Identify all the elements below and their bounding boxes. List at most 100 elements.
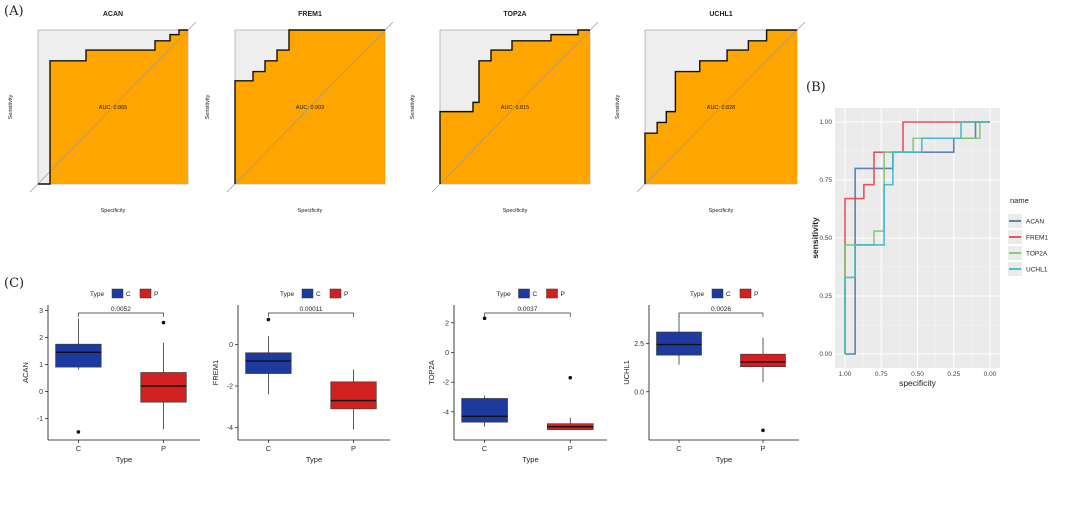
combined-xtick-2: 0.50 <box>911 371 924 378</box>
combined-ytick-2: 0.50 <box>819 235 832 242</box>
box-top2a-ylabel: TOP2A <box>427 360 436 384</box>
box-acan-legend-swatch-c <box>111 288 124 299</box>
roc-uchl1-xlabel: Specificity <box>709 208 734 214</box>
roc-acan-roc-line <box>38 29 188 185</box>
roc-frem1-diagonal <box>226 21 394 193</box>
box-uchl1-c-box <box>656 331 702 356</box>
box-uchl1-legend-swatch-c <box>711 288 724 299</box>
box-frem1-legend-label-c: C <box>316 291 321 298</box>
box-frem1-legend-title: Type <box>280 291 294 298</box>
box-frem1-c-box <box>245 352 292 374</box>
roc-acan-auc-label: AUC: 0.865 <box>99 105 127 111</box>
box-top2a-ytick-2: 0 <box>445 350 449 357</box>
box-acan-ytick-2: 1 <box>39 362 43 369</box>
roc-frem1-title: FREM1 <box>298 11 322 18</box>
box-top2a-p-bracket <box>484 312 571 317</box>
box-acan-p-bracket <box>78 312 164 317</box>
roc-frem1-auc-label: AUC: 0.903 <box>296 105 324 111</box>
box-top2a-xlabel: Type <box>522 455 538 464</box>
box-top2a-xtick-c: C <box>482 444 488 453</box>
combined-xlabel: specificity <box>899 378 937 388</box>
combined-xtick-0: 1.00 <box>839 371 852 378</box>
roc-frem1-xlabel: Specificity <box>298 208 323 214</box>
combined-legend-label-acan: ACAN <box>1026 219 1044 226</box>
roc-frem1-ylabel: Sensitivity <box>205 94 211 119</box>
roc-uchl1-auc-label: AUC: 0.828 <box>707 105 735 111</box>
box-acan-ytick-1: 0 <box>39 389 43 396</box>
box-uchl1-xlabel: Type <box>716 455 732 464</box>
roc-uchl1-title: UCHL1 <box>709 11 732 18</box>
box-acan-ylabel: ACAN <box>21 362 30 383</box>
box-acan-c-outlier-0 <box>76 430 81 434</box>
combined-ytick-1: 0.25 <box>819 293 832 300</box>
box-uchl1-p-box <box>740 353 786 368</box>
box-top2a-p-outlier-0 <box>568 375 573 380</box>
box-top2a-p-value: 0.0037 <box>517 306 537 313</box>
box-acan-xtick-p: P <box>161 444 166 453</box>
panel-label-b: (B) <box>806 80 826 95</box>
box-top2a-ytick-0: -4 <box>443 409 449 416</box>
box-acan-p-value: 0.0052 <box>111 306 131 313</box>
box-uchl1-legend-swatch-p <box>739 288 752 299</box>
combined-ytick-4: 1.00 <box>819 119 832 126</box>
combined-roc-line-uchl1 <box>844 121 990 354</box>
box-acan-ytick-4: 3 <box>39 308 43 315</box>
roc-top2a-title: TOP2A <box>503 11 526 18</box>
combined-ytick-3: 0.75 <box>819 177 832 184</box>
roc-uchl1-ylabel: Sensitivity <box>615 94 621 119</box>
box-acan-legend-label-p: P <box>154 291 158 298</box>
box-uchl1-ytick-0: 0.0 <box>634 389 644 396</box>
box-top2a-legend-label-c: C <box>533 291 538 298</box>
box-frem1-legend-swatch-c <box>301 288 314 299</box>
panel-label-a: (A) <box>4 4 24 19</box>
roc-acan-diagonal <box>29 21 197 193</box>
roc-uchl1-roc-line <box>644 29 797 184</box>
box-top2a-legend-title: Type <box>497 291 511 298</box>
box-frem1-ylabel: FREM1 <box>211 360 220 385</box>
box-frem1-p-value: 0.00011 <box>299 306 322 313</box>
combined-legend-label-top2a: TOP2A <box>1026 251 1048 258</box>
box-acan-c-box <box>55 343 102 368</box>
box-frem1-ytick-1: -2 <box>227 384 233 391</box>
box-frem1-ytick-2: 0 <box>229 342 233 349</box>
roc-acan-ylabel: Sensitivity <box>8 94 14 119</box>
roc-uchl1-diagonal <box>636 21 806 193</box>
box-uchl1-ylabel: UCHL1 <box>622 360 631 385</box>
roc-top2a-diagonal <box>431 21 599 193</box>
box-acan-p-box <box>140 372 187 403</box>
box-acan-xlabel: Type <box>116 455 132 464</box>
box-uchl1-ytick-1: 2.5 <box>634 341 644 348</box>
box-frem1-xtick-c: C <box>266 444 272 453</box>
box-top2a-legend-swatch-p <box>546 288 558 299</box>
box-uchl1-xtick-c: C <box>676 444 682 453</box>
roc-top2a-xlabel: Specificity <box>503 208 528 214</box>
roc-acan-title: ACAN <box>103 11 123 18</box>
roc-acan-xlabel: Specificity <box>101 208 126 214</box>
box-top2a-legend-label-p: P <box>561 291 565 298</box>
box-top2a-xtick-p: P <box>568 444 573 453</box>
box-acan-legend-swatch-p <box>139 288 152 299</box>
box-acan-legend-title: Type <box>90 291 104 298</box>
combined-xtick-3: 0.25 <box>947 371 960 378</box>
box-frem1-legend-swatch-p <box>329 288 342 299</box>
box-uchl1-legend-label-c: C <box>726 291 731 298</box>
box-frem1-xtick-p: P <box>351 444 356 453</box>
box-uchl1-xtick-p: P <box>760 444 765 453</box>
box-frem1-c-outlier-0 <box>266 317 271 322</box>
box-acan-xtick-c: C <box>76 444 82 453</box>
box-top2a-c-outlier-0 <box>482 316 487 321</box>
combined-xtick-4: 0.00 <box>984 371 997 378</box>
box-top2a-ytick-3: 2 <box>445 320 449 327</box>
combined-ytick-0: 0.00 <box>819 351 832 358</box>
combined-roc-line-frem1 <box>844 121 990 354</box>
box-top2a-ytick-1: -2 <box>443 380 449 387</box>
roc-frem1-roc-line <box>234 29 385 184</box>
box-acan-ytick-3: 2 <box>39 335 43 342</box>
combined-xtick-1: 0.75 <box>875 371 888 378</box>
box-frem1-p-box <box>330 381 377 410</box>
box-acan-ytick-0: -1 <box>37 416 43 423</box>
box-uchl1-p-bracket <box>678 312 764 317</box>
panel-label-c: (C) <box>4 276 25 291</box>
combined-legend-title: name <box>1010 196 1029 205</box>
box-top2a-legend-swatch-c <box>518 288 530 299</box>
